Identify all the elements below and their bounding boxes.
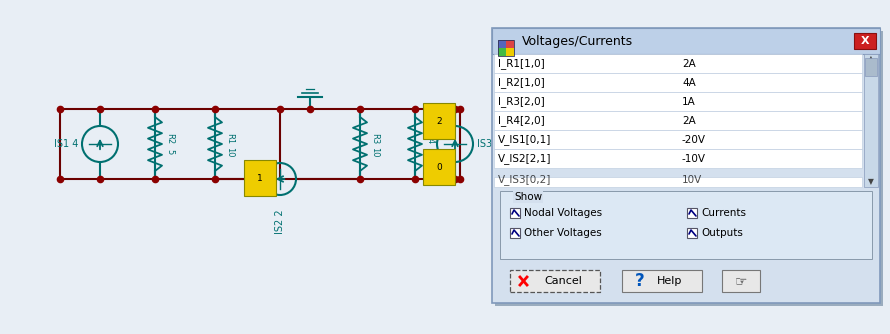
Text: R2: R2 [165,134,174,145]
Bar [687,228,697,238]
Bar [865,58,877,76]
Text: I_R1[1,0]: I_R1[1,0] [498,58,545,69]
Bar [510,228,520,238]
Text: IS1 4: IS1 4 [53,139,78,149]
Text: Nodal Voltages: Nodal Voltages [524,208,603,218]
Text: V_IS2[2,1]: V_IS2[2,1] [498,153,552,164]
Text: I_R3[2,0]: I_R3[2,0] [498,96,545,107]
Text: ▼: ▼ [868,177,874,186]
Text: 10: 10 [370,147,379,157]
Text: V_IS3[0,2]: V_IS3[0,2] [498,174,552,185]
Text: Help: Help [658,276,683,286]
Bar [510,270,600,292]
Bar [494,130,862,149]
Bar [494,73,862,92]
Text: ☞: ☞ [735,274,748,288]
Text: ▲: ▲ [868,54,874,63]
Bar [495,31,883,306]
Bar [494,54,862,73]
Text: 1: 1 [257,173,263,182]
Text: Cancel: Cancel [544,276,582,286]
Text: 1A: 1A [682,97,696,107]
Text: 5: 5 [165,149,174,155]
Text: Outputs: Outputs [701,228,743,238]
Text: ?: ? [635,272,645,290]
Bar [500,191,872,259]
Bar [494,149,862,168]
Text: 10: 10 [225,147,234,157]
Bar [498,40,506,48]
Text: R1: R1 [225,134,234,145]
Text: 2: 2 [436,117,441,126]
Text: 0: 0 [436,163,441,171]
Text: Other Voltages: Other Voltages [524,228,602,238]
Bar [492,28,880,54]
Text: 2A: 2A [682,116,696,126]
Text: IS2 2: IS2 2 [275,209,285,233]
Bar [506,48,514,56]
Bar [854,33,876,49]
Text: -10V: -10V [682,154,706,164]
Text: Currents: Currents [701,208,746,218]
Bar [687,208,697,218]
Bar [722,270,760,292]
Text: 4A: 4A [682,77,696,88]
Bar [864,54,878,187]
Text: R4: R4 [425,134,434,145]
Bar [622,270,702,292]
Bar [492,28,880,303]
Bar [494,177,862,187]
Bar [506,40,514,48]
Text: IS3 5: IS3 5 [477,139,501,149]
Bar [494,92,862,111]
Text: 10V: 10V [682,175,702,185]
Bar [494,111,862,130]
Bar [510,208,520,218]
Text: Voltages/Currents: Voltages/Currents [522,34,633,47]
Text: X: X [861,36,870,46]
Bar [498,40,514,56]
Text: I_R4[2,0]: I_R4[2,0] [498,115,545,126]
Bar [498,48,506,56]
Text: V_IS1[0,1]: V_IS1[0,1] [498,134,552,145]
Text: 5: 5 [425,149,434,155]
Text: I_R2[1,0]: I_R2[1,0] [498,77,545,88]
Text: 2A: 2A [682,58,696,68]
Text: Show: Show [514,192,542,202]
Text: -20V: -20V [682,135,706,145]
Text: R3: R3 [370,133,379,145]
